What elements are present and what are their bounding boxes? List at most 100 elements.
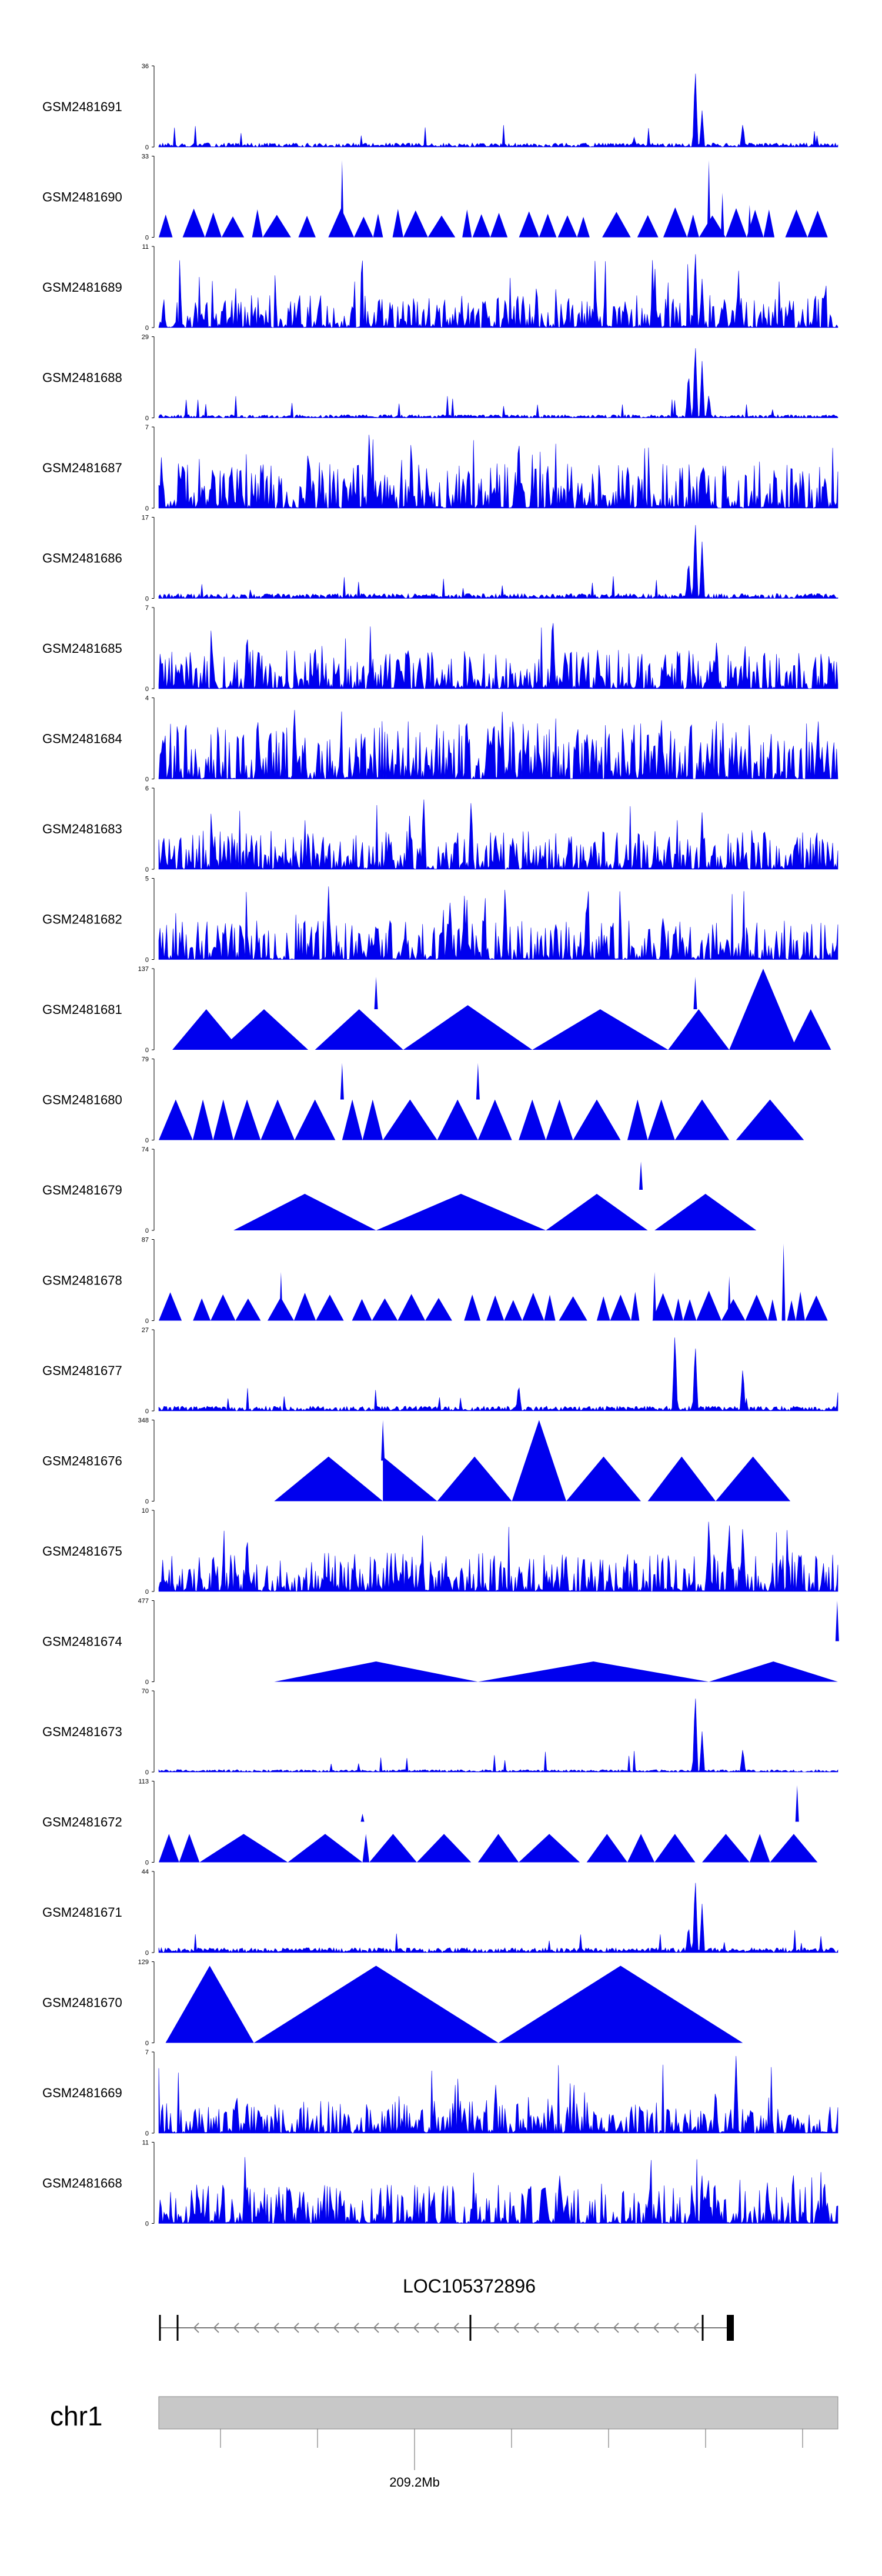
signal-segment: [477, 1661, 709, 1682]
track-label: GSM2481686: [42, 551, 122, 566]
y-axis-min-label: 0: [145, 2130, 149, 2137]
y-axis-min-label: 0: [145, 1769, 149, 1776]
signal-segment: [233, 1193, 376, 1230]
y-axis-min-label: 0: [145, 1499, 149, 1506]
signal-segment: [427, 215, 456, 238]
signal-segment: [768, 1299, 777, 1321]
signal-segment: [519, 1834, 580, 1863]
y-axis-max-label: 4: [145, 695, 149, 702]
strand-arrow: [213, 2323, 219, 2333]
signal-area: [158, 623, 838, 689]
signal-segment: [532, 1009, 669, 1050]
signal-peak: [639, 1161, 643, 1190]
strand-arrow: [553, 2323, 559, 2333]
y-axis-max-label: 6: [145, 785, 149, 792]
signal-segment: [696, 1290, 721, 1321]
signal-area: [158, 1883, 838, 1953]
strand-arrow: [453, 2323, 459, 2333]
y-axis-min-label: 0: [145, 776, 149, 783]
signal-area: [158, 710, 838, 780]
y-axis-max-label: 7: [145, 424, 149, 431]
signal-segment: [233, 1099, 261, 1140]
signal-segment: [652, 1293, 674, 1321]
signal-peak: [720, 192, 724, 238]
signal-peak: [781, 1243, 786, 1321]
signal-peak: [340, 160, 344, 238]
signal-segment: [354, 216, 373, 238]
track-GSM2481685: GSM2481685 7 0: [42, 605, 838, 693]
track-GSM2481672: GSM2481672 113 0: [42, 1778, 818, 1867]
y-axis-min-label: 0: [145, 957, 149, 964]
track-GSM2481679: GSM2481679 74 0: [42, 1146, 757, 1234]
signal-segment: [182, 208, 205, 238]
strand-arrow: [373, 2323, 379, 2333]
signal-segment: [627, 1834, 655, 1863]
track-GSM2481673: GSM2481673 70 0: [42, 1688, 838, 1776]
track-GSM2481669: GSM2481669 7 0: [42, 2049, 838, 2137]
track-GSM2481678: GSM2481678 87 0: [42, 1237, 828, 1325]
chromosome-name: chr1: [50, 2401, 102, 2431]
y-axis-max-label: 33: [142, 154, 149, 161]
signal-segment: [763, 209, 775, 238]
signal-segment: [596, 1296, 610, 1321]
signal-segment: [397, 1294, 426, 1321]
track-GSM2481675: GSM2481675 10 0: [42, 1507, 838, 1596]
signal-segment: [376, 1193, 546, 1230]
signal-segment: [586, 1834, 627, 1863]
track-label: GSM2481681: [42, 1002, 122, 1017]
signal-segment: [193, 1298, 211, 1321]
y-axis-min-label: 0: [145, 325, 149, 332]
signal-segment: [699, 215, 726, 238]
signal-segment: [165, 1966, 254, 2043]
signal-segment: [745, 1294, 769, 1321]
signal-segment: [573, 1099, 621, 1140]
track-GSM2481674: GSM2481674 477 0: [42, 1598, 839, 1686]
signal-segment: [342, 1099, 363, 1140]
signal-segment: [673, 1298, 683, 1321]
track-GSM2481670: GSM2481670 129 0: [42, 1959, 743, 2047]
signal-segment: [726, 208, 747, 238]
track-label: GSM2481676: [42, 1454, 122, 1469]
signal-segment: [736, 1099, 804, 1140]
y-axis-min-label: 0: [145, 1408, 149, 1415]
signal-area: [158, 254, 838, 328]
track-label: GSM2481677: [42, 1363, 122, 1378]
signal-segment: [749, 1834, 770, 1863]
signal-area: [158, 2056, 838, 2134]
track-label: GSM2481691: [42, 99, 122, 114]
strand-arrow: [393, 2323, 399, 2333]
y-axis-max-label: 7: [145, 2049, 149, 2056]
track-label: GSM2481690: [42, 190, 122, 205]
position-label: 209.2Mb: [389, 2475, 440, 2490]
signal-segment: [293, 1293, 316, 1321]
signal-segment: [437, 1099, 478, 1140]
signal-segment: [274, 1456, 383, 1501]
signal-segment: [298, 215, 316, 238]
y-axis-min-label: 0: [145, 505, 149, 512]
signal-segment: [544, 1294, 556, 1321]
signal-segment: [627, 1099, 648, 1140]
y-axis-max-label: 29: [142, 334, 149, 341]
signal-segment: [566, 1456, 642, 1501]
strand-arrow: [533, 2323, 539, 2333]
track-GSM2481668: GSM2481668 11 0: [42, 2140, 838, 2228]
signal-segment: [221, 216, 245, 238]
track-GSM2481684: GSM2481684 4 0: [42, 695, 838, 783]
track-label: GSM2481689: [42, 280, 122, 295]
signal-segment: [219, 1009, 309, 1050]
y-axis-max-label: 36: [142, 63, 149, 70]
signal-peak: [653, 1272, 657, 1321]
signal-segment: [577, 216, 590, 238]
signal-peak: [835, 1600, 839, 1641]
signal-segment: [790, 1009, 831, 1050]
signal-segment: [252, 209, 263, 238]
y-axis-max-label: 477: [138, 1598, 149, 1605]
signal-segment: [674, 1099, 730, 1140]
track-GSM2481690: GSM2481690 33 0: [42, 154, 828, 242]
signal-segment: [519, 1099, 546, 1140]
track-label: GSM2481671: [42, 1905, 122, 1920]
signal-peak: [707, 160, 711, 238]
signal-segment: [559, 1296, 587, 1321]
signal-peak: [381, 1420, 385, 1461]
